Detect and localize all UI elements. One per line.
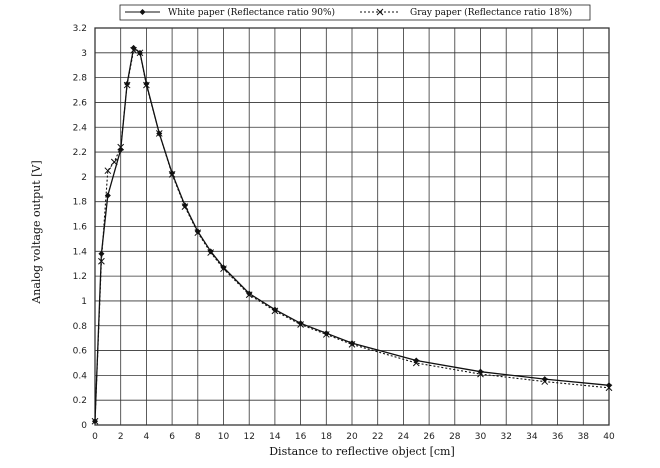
data-point bbox=[117, 143, 125, 151]
x-axis-label: Distance to reflective object [cm] bbox=[269, 445, 455, 458]
y-tick-label: 3.2 bbox=[73, 24, 87, 34]
y-tick-label: 1.8 bbox=[73, 198, 88, 208]
data-point bbox=[143, 81, 150, 89]
x-tick-label: 12 bbox=[243, 432, 254, 442]
y-tick-label: 1.2 bbox=[73, 272, 87, 282]
x-tick-label: 16 bbox=[295, 432, 307, 442]
data-point bbox=[181, 203, 189, 211]
y-tick-label: 2.6 bbox=[73, 98, 88, 108]
data-point bbox=[123, 81, 131, 89]
data-point bbox=[541, 378, 549, 385]
y-tick-label: 0.4 bbox=[73, 371, 88, 381]
x-tick-label: 38 bbox=[578, 432, 590, 442]
x-tick-label: 0 bbox=[92, 432, 98, 442]
data-point bbox=[246, 290, 253, 297]
series-line bbox=[94, 49, 610, 422]
data-point bbox=[98, 257, 105, 265]
data-point bbox=[271, 307, 279, 315]
x-tick-label: 4 bbox=[144, 432, 150, 442]
x-tick-label: 20 bbox=[346, 432, 358, 442]
x-tick-label: 36 bbox=[552, 432, 564, 442]
x-tick-label: 22 bbox=[372, 432, 383, 442]
data-point bbox=[168, 171, 176, 178]
legend: White paper (Reflectance ratio 90%) Gray… bbox=[119, 4, 591, 21]
x-tick-label: 18 bbox=[321, 432, 333, 442]
x-tick-label: 34 bbox=[526, 432, 538, 442]
x-tick-label: 2 bbox=[118, 432, 124, 442]
x-tick-label: 6 bbox=[169, 432, 175, 442]
data-point bbox=[322, 331, 330, 338]
legend-entry-gray: Gray paper (Reflectance ratio 18%) bbox=[410, 7, 572, 18]
legend-marker-white bbox=[139, 9, 146, 15]
y-tick-label: 1.6 bbox=[73, 223, 88, 233]
data-point bbox=[297, 320, 304, 327]
data-point bbox=[104, 167, 112, 175]
data-point bbox=[110, 158, 118, 166]
data-point bbox=[220, 265, 227, 273]
y-tick-label: 2 bbox=[81, 173, 87, 183]
data-point bbox=[412, 359, 420, 367]
data-point bbox=[207, 249, 215, 256]
y-tick-label: 1.4 bbox=[73, 247, 88, 257]
legend-marker-gray bbox=[376, 8, 384, 16]
data-point bbox=[194, 229, 202, 237]
data-point bbox=[297, 321, 304, 328]
data-point bbox=[348, 341, 356, 348]
y-axis-label: Analog voltage output [V] bbox=[30, 160, 43, 304]
x-tick-label: 14 bbox=[269, 432, 281, 442]
y-tick-label: 2.2 bbox=[73, 148, 87, 158]
y-tick-label: 0 bbox=[81, 421, 87, 431]
data-point bbox=[136, 49, 144, 57]
x-tick-label: 28 bbox=[449, 432, 461, 442]
data-point bbox=[605, 384, 613, 392]
y-tick-label: 0.6 bbox=[73, 347, 88, 357]
data-point bbox=[477, 370, 484, 378]
data-point bbox=[245, 291, 253, 299]
x-tick-label: 24 bbox=[398, 432, 410, 442]
x-tick-label: 10 bbox=[218, 432, 230, 442]
y-tick-label: 0.8 bbox=[73, 322, 88, 332]
data-point bbox=[155, 130, 163, 137]
y-tick-label: 1 bbox=[81, 297, 87, 307]
x-tick-label: 26 bbox=[423, 432, 435, 442]
data-point bbox=[143, 80, 150, 87]
y-tick-label: 3 bbox=[81, 49, 87, 59]
x-tick-label: 40 bbox=[603, 432, 615, 442]
y-tick-label: 2.4 bbox=[73, 123, 88, 133]
x-tick-label: 32 bbox=[500, 432, 511, 442]
x-tick-label: 30 bbox=[475, 432, 487, 442]
series-gray-paper bbox=[91, 46, 613, 425]
x-tick-label: 8 bbox=[195, 432, 201, 442]
data-point bbox=[130, 46, 137, 54]
y-tick-label: 0.2 bbox=[73, 396, 87, 406]
data-point bbox=[169, 170, 176, 177]
data-point bbox=[98, 250, 105, 257]
legend-entry-white: White paper (Reflectance ratio 90%) bbox=[168, 7, 335, 18]
y-tick-label: 2.8 bbox=[73, 74, 88, 84]
data-point bbox=[91, 417, 99, 425]
data-point bbox=[181, 202, 188, 209]
